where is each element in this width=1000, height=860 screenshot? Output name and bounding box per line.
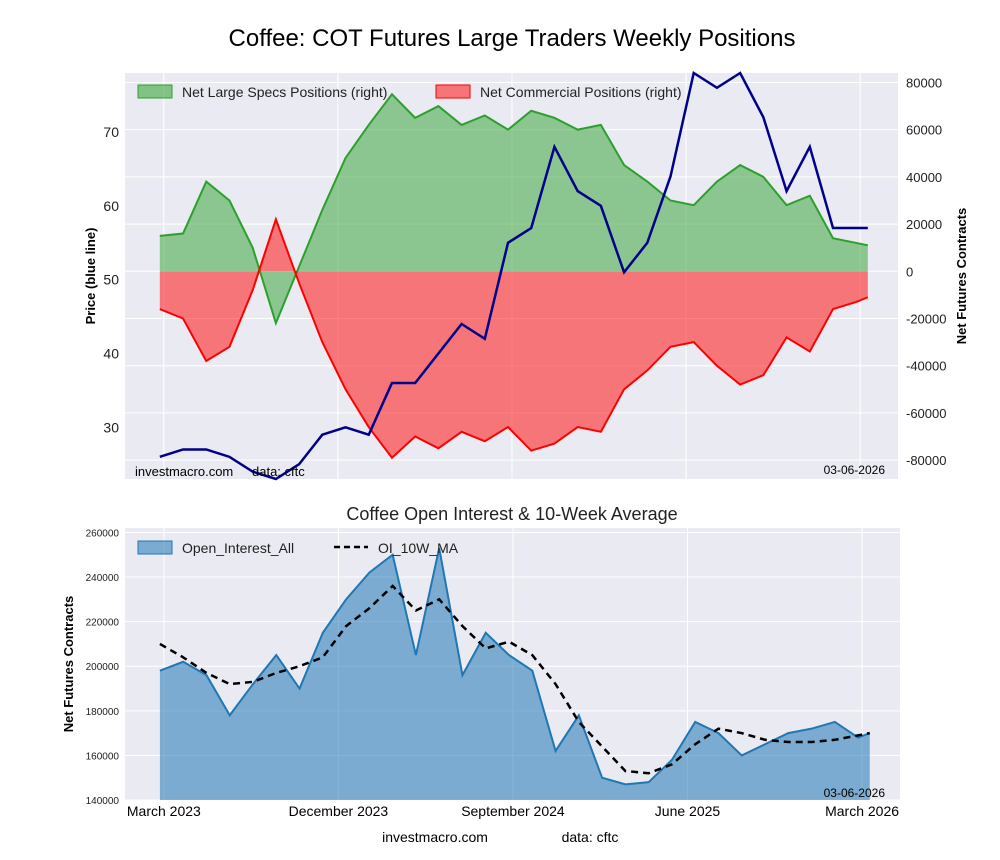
top-ytick-0: 30 (103, 419, 119, 435)
top-date-stamp: 03-06-2026 (824, 463, 886, 477)
bottom-xtick-0: March 2023 (127, 803, 201, 819)
top-ytick-2: 50 (103, 272, 119, 288)
specs-area-fill (159, 94, 868, 324)
top-y2tick-2: -40000 (906, 359, 946, 374)
bottom-ytick-5: 240000 (86, 573, 120, 584)
bottom-ytick-3: 200000 (86, 662, 120, 673)
bottom-ytick-2: 180000 (86, 707, 120, 718)
legend-label-specs: Net Large Specs Positions (right) (182, 84, 387, 100)
top-net-axis-ticks: -80000 -60000 -40000 -20000 0 20000 40000 60000… (906, 75, 946, 468)
top-y2tick-5: 20000 (906, 217, 942, 232)
bottom-ytick-0: 140000 (86, 796, 120, 807)
top-watermark: investmacro.com (135, 464, 233, 479)
top-y2tick-6: 40000 (906, 170, 942, 185)
bottom-ytick-1: 160000 (86, 751, 120, 762)
specs-area-line (159, 92, 869, 327)
legend-label-commercial: Net Commercial Positions (right) (480, 84, 682, 100)
legend-label-open-interest: Open_Interest_All (182, 540, 294, 556)
bottom-xtick-4: March 2026 (825, 803, 899, 819)
top-y2tick-0: -80000 (906, 453, 946, 468)
top-legend: Net Large Specs Positions (right) Net Co… (137, 84, 682, 100)
top-y2tick-8: 80000 (906, 75, 942, 90)
commercial-area-fill (159, 219, 868, 458)
top-ytick-1: 40 (103, 346, 119, 362)
top-y2tick-7: 60000 (906, 123, 942, 138)
top-y2tick-4: 0 (906, 264, 913, 279)
open-interest-line (159, 547, 871, 786)
bottom-ytick-6: 260000 (86, 528, 120, 539)
legend-swatch-open-interest (137, 540, 173, 555)
bottom-ytick-4: 220000 (86, 618, 120, 629)
bottom-ylabel: Net Futures Contracts (61, 596, 76, 733)
top-marks (159, 70, 869, 481)
top-chart: 30 40 50 60 70 -80000 -60000 -40000 -20000 0 2000… (83, 70, 969, 481)
top-watermark-source: data: cftc (252, 464, 305, 479)
bottom-xtick-2: September 2024 (461, 803, 565, 819)
bottom-legend: Open_Interest_All OI_10W_MA (137, 540, 459, 556)
top-ylabel: Price (blue line) (83, 228, 98, 325)
bottom-y-axis-ticks: 140000 160000 180000 200000 220000 240000 2600… (86, 528, 120, 807)
bottom-date-stamp: 03-06-2026 (824, 786, 886, 800)
figure-title: Coffee: COT Futures Large Traders Weekly… (229, 25, 796, 52)
oi-ma-line (159, 584, 870, 775)
footer-left: investmacro.com (382, 829, 488, 845)
commercial-area-line (159, 216, 869, 460)
top-ytick-3: 60 (103, 198, 119, 214)
legend-swatch-specs (137, 84, 173, 99)
bottom-chart: Coffee Open Interest & 10-Week Average 1… (61, 504, 900, 819)
legend-swatch-commercial (435, 84, 471, 99)
price-line (159, 70, 868, 481)
top-ytick-4: 70 (103, 124, 119, 140)
bottom-xtick-1: December 2023 (289, 803, 389, 819)
top-y2tick-3: -20000 (906, 311, 946, 326)
bottom-title: Coffee Open Interest & 10-Week Average (346, 504, 677, 524)
top-y2label: Net Futures Contracts (954, 208, 969, 345)
footer-right: data: cftc (562, 829, 619, 845)
top-price-axis-ticks: 30 40 50 60 70 (103, 124, 119, 435)
bottom-xtick-3: June 2025 (655, 803, 721, 819)
open-interest-fill (159, 548, 870, 800)
bottom-x-axis-ticks: March 2023 December 2023 September 2024 Jun… (127, 803, 899, 819)
legend-label-oi-ma: OI_10W_MA (378, 540, 459, 556)
bottom-marks (159, 547, 871, 800)
top-y2tick-1: -60000 (906, 406, 946, 421)
